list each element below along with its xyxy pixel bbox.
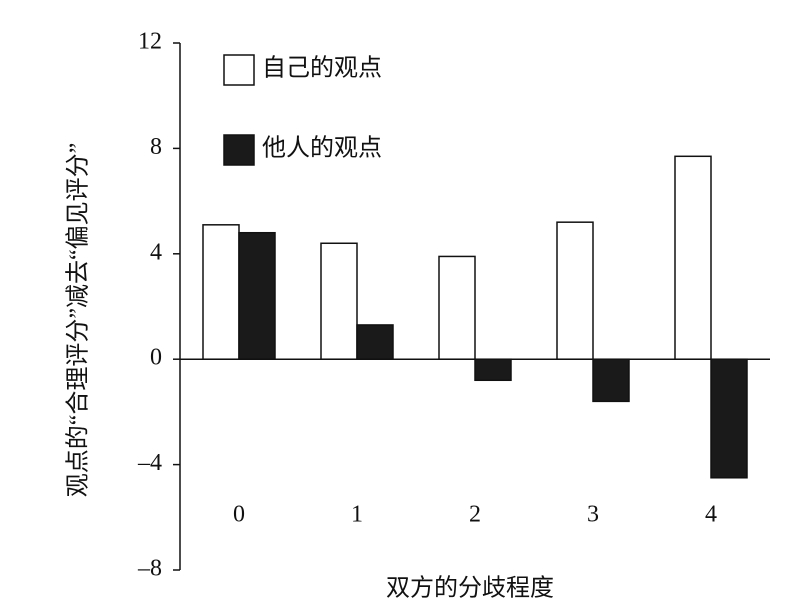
x-tick-label: 2 bbox=[469, 502, 481, 528]
legend-swatch bbox=[223, 134, 255, 166]
legend-label: 自己的观点 bbox=[262, 55, 382, 82]
x-tick-label: 1 bbox=[351, 502, 363, 528]
y-tick-label: 8 bbox=[150, 134, 162, 160]
x-tick-label: 4 bbox=[705, 502, 717, 528]
x-tick-label: 0 bbox=[233, 502, 245, 528]
bar bbox=[238, 231, 276, 360]
bar bbox=[556, 221, 594, 360]
bar bbox=[438, 255, 476, 360]
y-tick-label: 0 bbox=[150, 345, 162, 371]
bar bbox=[710, 358, 748, 479]
bar bbox=[320, 242, 358, 360]
legend-label: 他人的观点 bbox=[262, 135, 382, 162]
bar bbox=[474, 358, 512, 382]
y-tick-label: –8 bbox=[137, 556, 162, 582]
x-tick-label: 3 bbox=[587, 502, 599, 528]
y-tick-label: 4 bbox=[150, 239, 162, 265]
x-axis-label: 双方的分歧程度 bbox=[386, 575, 554, 602]
y-tick-label: 12 bbox=[138, 29, 162, 55]
bar bbox=[674, 155, 712, 360]
y-tick-label: –4 bbox=[137, 450, 162, 476]
legend-swatch bbox=[223, 54, 255, 86]
bar bbox=[356, 324, 394, 360]
bar bbox=[592, 358, 630, 403]
y-axis-label: 观点的“合理评分”减去“偏见评分” bbox=[65, 143, 92, 498]
bar bbox=[202, 224, 240, 360]
